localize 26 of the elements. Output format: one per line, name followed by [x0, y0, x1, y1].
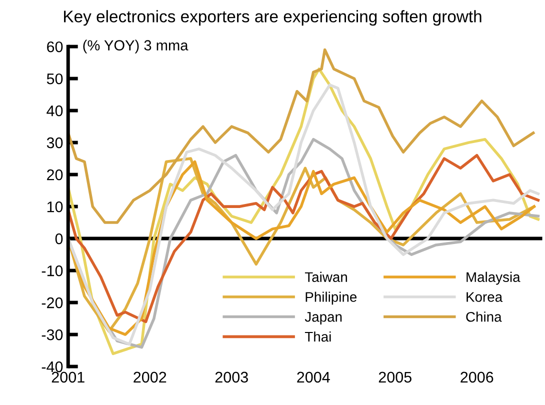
y-tick-label: 20 — [47, 169, 63, 180]
y-axis-title: (% YOY) 3 mma — [83, 40, 188, 54]
y-tick-label: -30 — [42, 329, 63, 340]
chart-title: Key electronics exporters are experiencing soften growth — [64, 10, 482, 26]
y-tick-label: -40 — [42, 361, 63, 372]
legend-label: Philipine — [306, 292, 357, 305]
y-tick-label: 60 — [47, 41, 63, 52]
y-tick-label: 0 — [55, 233, 63, 244]
y-tick-label: 10 — [47, 201, 63, 212]
legend-label: Thai — [304, 331, 331, 342]
x-tick-label: 2001 — [52, 372, 84, 383]
y-tick-label: 50 — [46, 73, 63, 84]
x-tick-label: 2002 — [134, 372, 166, 383]
legend-label: Taiwan — [304, 272, 347, 282]
legend-label: China — [466, 312, 502, 322]
legend-label: Korea — [466, 292, 503, 302]
legend-label: Japan — [304, 312, 342, 325]
y-tick-label: -10 — [42, 265, 63, 276]
x-tick-label: 2004 — [297, 372, 330, 383]
x-tick-label: 2006 — [460, 372, 494, 383]
y-tick-label: -20 — [42, 297, 63, 308]
y-tick-label: 30 — [46, 137, 63, 148]
y-tick-label: 40 — [46, 105, 63, 116]
legend-label: Malaysia — [466, 272, 520, 285]
x-tick-label: 2005 — [378, 372, 412, 383]
x-tick-label: 2003 — [215, 372, 248, 383]
